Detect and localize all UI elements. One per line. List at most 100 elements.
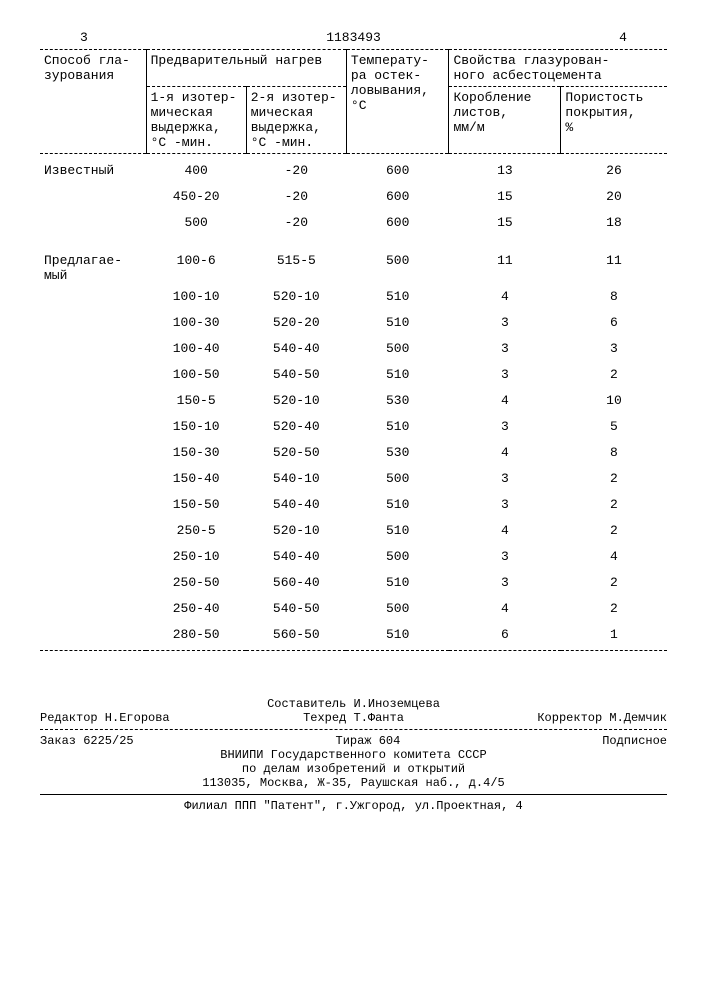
table-row: 100-10520-1051048 <box>40 286 667 312</box>
page-number-row: 3 1183493 4 <box>80 30 627 45</box>
table-row: Предлагае- мый100-6515-55001111 <box>40 250 667 286</box>
cell-temp: 510 <box>346 416 449 442</box>
cell-warp: 4 <box>449 442 561 468</box>
header-warp: Коробление листов, мм/м <box>449 87 561 154</box>
cell-iso2: 520-40 <box>246 416 346 442</box>
cell-warp: 11 <box>449 250 561 286</box>
cell-temp: 530 <box>346 442 449 468</box>
cell-temp: 500 <box>346 546 449 572</box>
cell-warp: 4 <box>449 390 561 416</box>
cell-temp: 600 <box>346 212 449 238</box>
cell-porosity: 2 <box>561 572 667 598</box>
cell-iso1: 150-50 <box>146 494 246 520</box>
cell-porosity: 3 <box>561 338 667 364</box>
cell-warp: 4 <box>449 286 561 312</box>
footer-subscription: Подписное <box>602 734 667 748</box>
cell-iso2: 520-20 <box>246 312 346 338</box>
table-row: 150-5520-10530410 <box>40 390 667 416</box>
cell-iso2: -20 <box>246 212 346 238</box>
header-props: Свойства глазурован- ного асбестоцемента <box>449 50 667 87</box>
page-number-right: 4 <box>619 30 627 45</box>
table-row: 280-50560-5051061 <box>40 624 667 650</box>
cell-temp: 600 <box>346 160 449 186</box>
cell-porosity: 2 <box>561 520 667 546</box>
header-porosity: Пористость покрытия, % <box>561 87 667 154</box>
cell-iso2: 560-40 <box>246 572 346 598</box>
table-row: 250-10540-4050034 <box>40 546 667 572</box>
footer-org1: ВНИИПИ Государственного комитета СССР <box>40 748 667 762</box>
footer-circulation: Тираж 604 <box>336 734 401 748</box>
cell-warp: 4 <box>449 598 561 624</box>
cell-porosity: 10 <box>561 390 667 416</box>
table-row: 250-40540-5050042 <box>40 598 667 624</box>
cell-iso1: 400 <box>146 160 246 186</box>
cell-iso1: 100-50 <box>146 364 246 390</box>
table-row: 100-40540-4050033 <box>40 338 667 364</box>
cell-iso1: 150-5 <box>146 390 246 416</box>
cell-porosity: 6 <box>561 312 667 338</box>
footer-org2: по делам изобретений и открытий <box>40 762 667 776</box>
cell-iso1: 100-10 <box>146 286 246 312</box>
cell-iso1: 450-20 <box>146 186 246 212</box>
table-row: 100-30520-2051036 <box>40 312 667 338</box>
header-iso2: 2-я изотер- мическая выдержка, °С -мин. <box>246 87 346 154</box>
cell-warp: 6 <box>449 624 561 650</box>
cell-porosity: 8 <box>561 286 667 312</box>
cell-temp: 510 <box>346 572 449 598</box>
cell-temp: 510 <box>346 520 449 546</box>
cell-iso2: 520-10 <box>246 520 346 546</box>
cell-iso2: 540-10 <box>246 468 346 494</box>
footer-corrector: Корректор М.Демчик <box>537 711 667 725</box>
cell-iso1: 280-50 <box>146 624 246 650</box>
cell-iso2: 540-40 <box>246 338 346 364</box>
cell-warp: 15 <box>449 186 561 212</box>
cell-iso1: 150-10 <box>146 416 246 442</box>
cell-warp: 3 <box>449 468 561 494</box>
table-row: 150-10520-4051035 <box>40 416 667 442</box>
cell-porosity: 2 <box>561 468 667 494</box>
cell-iso2: -20 <box>246 160 346 186</box>
header-preheat: Предварительный нагрев <box>146 50 346 87</box>
cell-porosity: 2 <box>561 598 667 624</box>
cell-porosity: 8 <box>561 442 667 468</box>
data-table: Способ гла- зурованияПредварительный наг… <box>40 49 667 657</box>
table-row: Известный400-206001326 <box>40 160 667 186</box>
cell-warp: 4 <box>449 520 561 546</box>
table-row: 500-206001518 <box>40 212 667 238</box>
cell-porosity: 26 <box>561 160 667 186</box>
cell-temp: 500 <box>346 338 449 364</box>
cell-iso2: 520-50 <box>246 442 346 468</box>
cell-iso1: 150-40 <box>146 468 246 494</box>
cell-iso1: 500 <box>146 212 246 238</box>
table-row: 150-40540-1050032 <box>40 468 667 494</box>
cell-iso2: 540-50 <box>246 364 346 390</box>
cell-warp: 3 <box>449 546 561 572</box>
cell-warp: 13 <box>449 160 561 186</box>
cell-warp: 3 <box>449 416 561 442</box>
cell-iso1: 250-5 <box>146 520 246 546</box>
header-temp: Температу- ра остек- ловывания, °С <box>346 50 449 154</box>
table-row: 150-50540-4051032 <box>40 494 667 520</box>
cell-iso2: 520-10 <box>246 286 346 312</box>
cell-warp: 3 <box>449 572 561 598</box>
table-row: 250-5520-1051042 <box>40 520 667 546</box>
cell-porosity: 18 <box>561 212 667 238</box>
cell-iso1: 100-30 <box>146 312 246 338</box>
cell-iso2: 540-40 <box>246 546 346 572</box>
cell-temp: 510 <box>346 286 449 312</box>
cell-iso1: 250-40 <box>146 598 246 624</box>
cell-porosity: 1 <box>561 624 667 650</box>
header-method: Способ гла- зурования <box>40 50 146 154</box>
group-label: Известный <box>40 160 146 186</box>
cell-warp: 15 <box>449 212 561 238</box>
cell-iso2: 540-40 <box>246 494 346 520</box>
cell-iso1: 250-50 <box>146 572 246 598</box>
footer-order: Заказ 6225/25 <box>40 734 134 748</box>
cell-porosity: 5 <box>561 416 667 442</box>
cell-iso2: 515-5 <box>246 250 346 286</box>
table-row: 150-30520-5053048 <box>40 442 667 468</box>
cell-iso2: 520-10 <box>246 390 346 416</box>
footer-compiler: Составитель И.Иноземцева <box>40 697 667 711</box>
cell-warp: 3 <box>449 364 561 390</box>
cell-porosity: 11 <box>561 250 667 286</box>
